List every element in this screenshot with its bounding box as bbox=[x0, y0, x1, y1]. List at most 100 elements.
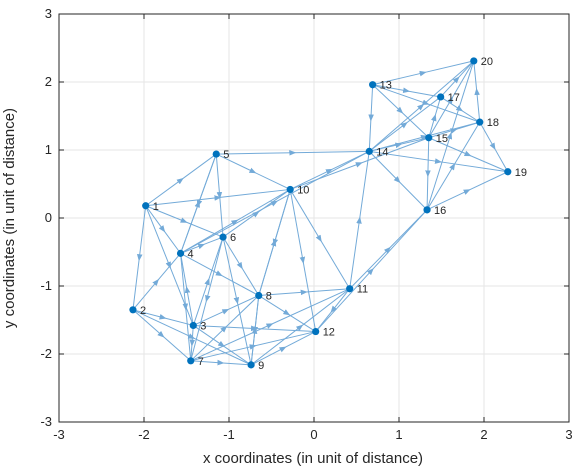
node-point bbox=[423, 206, 431, 214]
node-label: 4 bbox=[188, 248, 194, 260]
edge-arrow bbox=[368, 60, 475, 152]
y-tick-label: -3 bbox=[40, 414, 52, 429]
edge-arrow bbox=[372, 60, 474, 86]
edge-arrow bbox=[132, 205, 147, 310]
edge-arrow bbox=[473, 60, 481, 123]
node-point bbox=[187, 357, 195, 365]
x-axis-label: x coordinates (in unit of distance) bbox=[203, 450, 423, 467]
node-label: 3 bbox=[200, 320, 206, 332]
edges bbox=[132, 60, 509, 366]
y-tick-label: 2 bbox=[45, 74, 52, 89]
node-point bbox=[219, 233, 227, 241]
edge-arrow bbox=[479, 121, 509, 173]
edge-arrow bbox=[222, 189, 291, 238]
node-label: 9 bbox=[258, 360, 264, 372]
node-label: 18 bbox=[487, 117, 499, 129]
edge-arrow bbox=[180, 236, 224, 254]
edge-arrow bbox=[258, 189, 291, 296]
edge-arrow bbox=[428, 96, 442, 138]
edge-arrow bbox=[132, 309, 192, 362]
node-label: 6 bbox=[230, 232, 236, 244]
node-point bbox=[312, 327, 320, 336]
edge-arrow bbox=[193, 325, 252, 366]
x-tick-label: -1 bbox=[223, 427, 235, 442]
edge-arrow bbox=[258, 295, 316, 332]
node-label: 2 bbox=[140, 305, 146, 317]
node-point bbox=[476, 118, 484, 126]
edge-arrow bbox=[215, 154, 224, 238]
node-label: 13 bbox=[380, 80, 392, 92]
node-point bbox=[255, 291, 263, 300]
edge-arrow bbox=[190, 236, 224, 361]
edge-arrow bbox=[190, 288, 350, 362]
edge-arrow bbox=[222, 236, 260, 296]
edge-arrow bbox=[250, 295, 260, 365]
edge-arrow bbox=[190, 295, 260, 362]
node-label: 16 bbox=[434, 205, 446, 217]
node-label: 7 bbox=[198, 356, 204, 368]
edge-arrow bbox=[349, 209, 428, 290]
node-point bbox=[470, 57, 478, 65]
edge-arrow bbox=[368, 84, 374, 152]
edge-arrow bbox=[368, 151, 428, 211]
node-label: 12 bbox=[323, 327, 335, 339]
y-tick-label: 0 bbox=[45, 210, 52, 225]
node-label: 19 bbox=[515, 167, 527, 179]
edge-arrow bbox=[189, 325, 196, 361]
edge-arrow bbox=[222, 236, 252, 365]
node-label: 8 bbox=[266, 291, 272, 303]
edge-arrow bbox=[190, 359, 252, 366]
edge-arrow bbox=[250, 288, 351, 366]
edge-arrow bbox=[315, 209, 428, 332]
node-point bbox=[247, 361, 255, 369]
x-tick-label: 3 bbox=[565, 427, 572, 442]
edge-arrow bbox=[180, 253, 194, 326]
edge-arrow bbox=[368, 96, 441, 152]
edge-arrow bbox=[216, 149, 370, 156]
edge-arrow bbox=[192, 236, 224, 326]
y-axis-label: y coordinates (in unit of distance) bbox=[1, 108, 18, 328]
x-tick-label: 0 bbox=[310, 427, 317, 442]
edge-arrow bbox=[426, 121, 481, 211]
y-tick-label: -2 bbox=[40, 346, 52, 361]
edge-arrow bbox=[372, 84, 441, 98]
node-label: 15 bbox=[436, 133, 448, 145]
edge-arrow bbox=[180, 150, 370, 254]
edge-arrow bbox=[428, 60, 475, 139]
edge-arrow bbox=[289, 189, 317, 332]
edge-arrow bbox=[180, 253, 192, 361]
edge-arrow bbox=[428, 121, 480, 139]
edge-arrow bbox=[145, 153, 217, 207]
edge-arrow bbox=[290, 137, 429, 190]
edge-arrow bbox=[349, 151, 370, 289]
edge-arrow bbox=[145, 205, 224, 238]
edge-arrow bbox=[216, 153, 291, 190]
edge-arrow bbox=[369, 150, 508, 173]
node-label: 17 bbox=[448, 92, 460, 104]
node-label: 11 bbox=[357, 284, 368, 296]
grid bbox=[58, 13, 570, 423]
edge-arrow bbox=[425, 137, 431, 210]
node-label: 14 bbox=[376, 146, 388, 158]
node-point bbox=[189, 321, 197, 330]
node-label: 20 bbox=[481, 56, 493, 68]
edge-arrow bbox=[180, 252, 259, 296]
node-label: 5 bbox=[223, 149, 229, 161]
node-point bbox=[365, 147, 373, 155]
y-tick-label: 1 bbox=[45, 142, 52, 157]
node-point bbox=[369, 81, 377, 89]
node-label: 1 bbox=[153, 201, 159, 213]
edge-arrow bbox=[369, 121, 480, 152]
edge-arrow bbox=[132, 309, 194, 326]
edge-arrow bbox=[258, 288, 350, 297]
node-point bbox=[437, 93, 445, 101]
edge-arrow bbox=[180, 153, 217, 254]
edge-arrow bbox=[145, 205, 181, 254]
node-point bbox=[346, 285, 354, 293]
edge-arrow bbox=[315, 288, 351, 332]
edge-arrow bbox=[372, 84, 430, 139]
x-tick-label: -2 bbox=[138, 427, 150, 442]
node-point bbox=[286, 185, 294, 194]
